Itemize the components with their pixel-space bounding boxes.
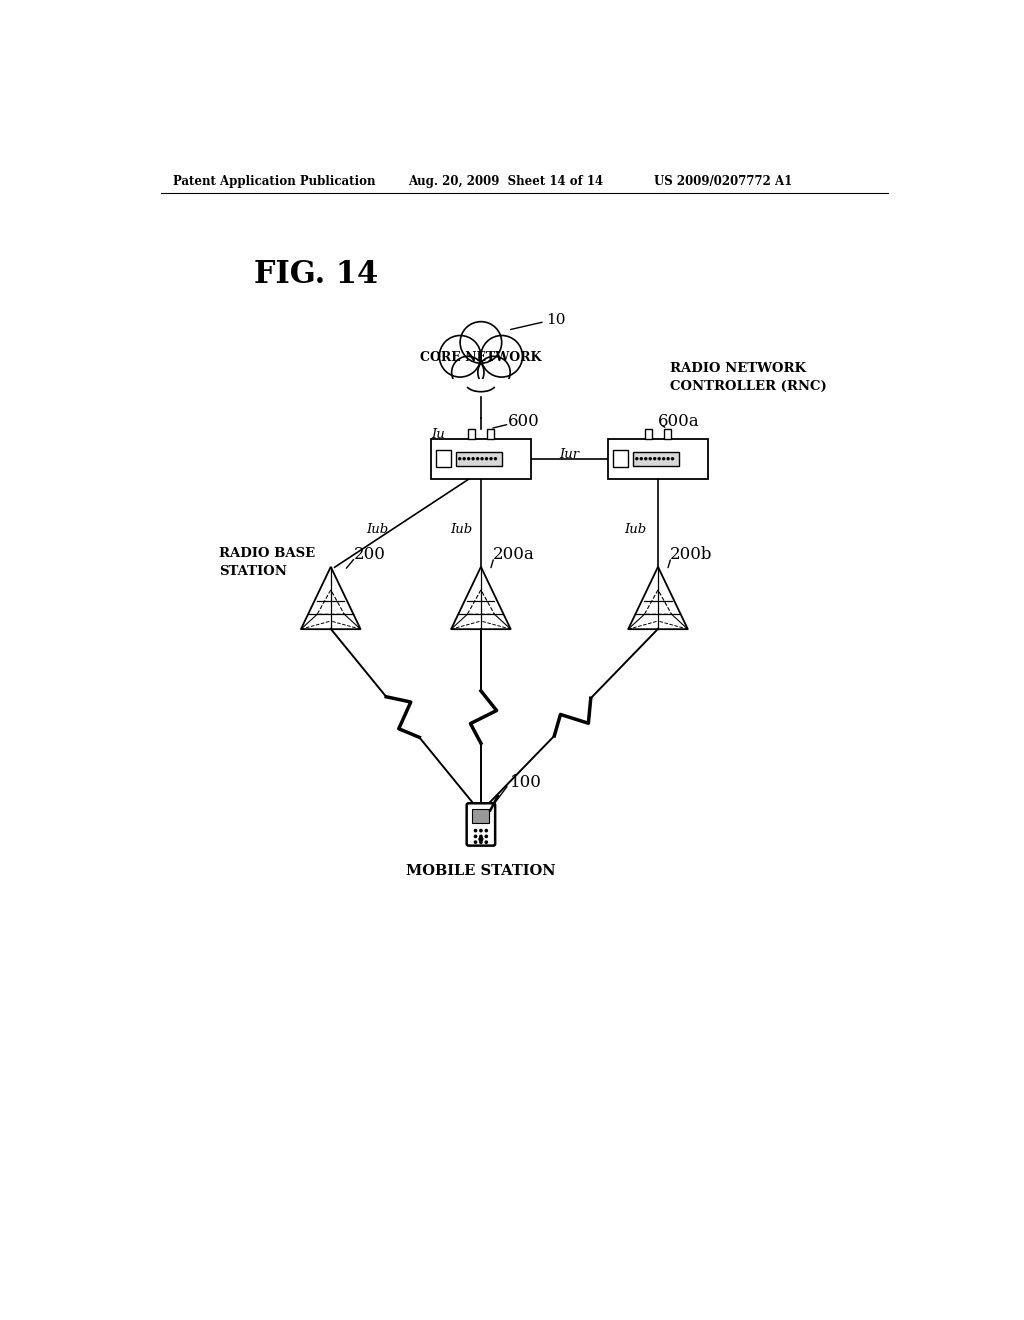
Text: US 2009/0207772 A1: US 2009/0207772 A1 [654, 176, 793, 189]
Text: 200b: 200b [670, 546, 712, 564]
Bar [452, 379, 510, 391]
Bar [472, 809, 489, 822]
Circle shape [454, 331, 509, 387]
Circle shape [490, 458, 492, 459]
Bar [613, 450, 628, 467]
Circle shape [481, 335, 522, 378]
Circle shape [460, 322, 502, 363]
Circle shape [463, 458, 465, 459]
Circle shape [663, 458, 665, 459]
Text: RADIO NETWORK
CONTROLLER (RNC): RADIO NETWORK CONTROLLER (RNC) [670, 363, 826, 393]
Text: RADIO BASE
STATION: RADIO BASE STATION [219, 548, 315, 578]
Circle shape [474, 841, 477, 843]
Bar [664, 429, 671, 438]
Circle shape [472, 458, 474, 459]
Circle shape [485, 841, 487, 843]
Text: Iub: Iub [366, 523, 388, 536]
Text: 100: 100 [510, 774, 542, 791]
Circle shape [480, 841, 482, 843]
Bar [436, 450, 451, 467]
Text: 600a: 600a [658, 413, 699, 430]
Polygon shape [628, 566, 688, 630]
Bar [608, 438, 708, 479]
Polygon shape [301, 566, 360, 630]
Circle shape [474, 829, 477, 832]
Polygon shape [452, 566, 511, 630]
Text: Iub: Iub [624, 523, 646, 536]
Text: Iu: Iu [432, 428, 445, 441]
Circle shape [485, 836, 487, 838]
Text: 200a: 200a [493, 546, 535, 564]
Bar [633, 451, 679, 466]
Text: CORE NETWORK: CORE NETWORK [420, 351, 542, 364]
Text: FIG. 14: FIG. 14 [254, 259, 378, 289]
Circle shape [485, 458, 487, 459]
Bar [456, 451, 502, 466]
Circle shape [481, 458, 483, 459]
Text: Iub: Iub [451, 523, 473, 536]
Bar [645, 429, 652, 438]
Circle shape [658, 458, 660, 459]
FancyBboxPatch shape [467, 804, 496, 846]
Circle shape [667, 458, 669, 459]
Circle shape [439, 335, 481, 378]
Circle shape [478, 356, 510, 388]
Bar [431, 438, 531, 479]
Circle shape [452, 356, 484, 388]
Bar [452, 366, 510, 388]
Bar [486, 429, 494, 438]
Circle shape [476, 458, 478, 459]
Circle shape [480, 829, 482, 832]
Text: MOBILE STATION: MOBILE STATION [407, 865, 556, 879]
Circle shape [479, 837, 483, 841]
Text: 10: 10 [547, 313, 566, 327]
Circle shape [468, 458, 470, 459]
Circle shape [645, 458, 647, 459]
Circle shape [649, 458, 651, 459]
Text: Iur: Iur [559, 449, 580, 462]
Text: 600: 600 [508, 413, 540, 430]
Circle shape [653, 458, 655, 459]
Circle shape [672, 458, 674, 459]
Circle shape [480, 836, 482, 838]
Text: Patent Application Publication: Patent Application Publication [173, 176, 376, 189]
Circle shape [495, 458, 497, 459]
Circle shape [636, 458, 638, 459]
Bar [468, 429, 475, 438]
Circle shape [640, 458, 642, 459]
Text: 200: 200 [354, 546, 386, 564]
Circle shape [474, 836, 477, 838]
Circle shape [459, 458, 461, 459]
Text: Aug. 20, 2009  Sheet 14 of 14: Aug. 20, 2009 Sheet 14 of 14 [408, 176, 603, 189]
Circle shape [485, 829, 487, 832]
